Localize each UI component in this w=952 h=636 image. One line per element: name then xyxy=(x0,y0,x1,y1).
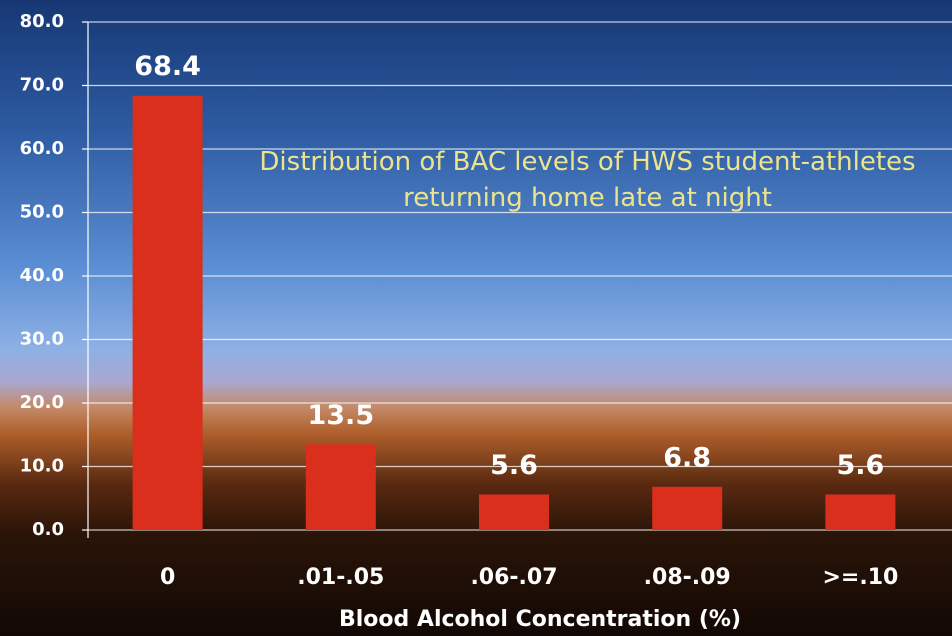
y-tick-label: 40.0 xyxy=(20,265,64,286)
x-tick-label: >=.10 xyxy=(822,565,898,590)
y-tick-label: 50.0 xyxy=(20,202,64,223)
y-tick-label: 10.0 xyxy=(20,456,64,477)
bar xyxy=(305,444,376,530)
x-tick-label: .01-.05 xyxy=(297,565,384,590)
bar xyxy=(132,95,203,530)
bar xyxy=(825,494,896,530)
value-label: 5.6 xyxy=(836,450,884,481)
x-tick-label: .06-.07 xyxy=(470,565,557,590)
y-tick-label: 80.0 xyxy=(20,11,64,32)
value-label: 6.8 xyxy=(663,442,711,473)
y-tick-label: 0.0 xyxy=(32,519,64,540)
y-tick-label: 20.0 xyxy=(20,392,64,413)
chart-title: Distribution of BAC levels of HWS studen… xyxy=(259,147,916,213)
x-tick-label: .08-.09 xyxy=(644,565,731,590)
value-label: 68.4 xyxy=(134,51,201,82)
y-tick-label: 60.0 xyxy=(20,138,64,159)
bar xyxy=(652,486,723,530)
value-label: 5.6 xyxy=(490,450,538,481)
x-axis-label: Blood Alcohol Concentration (%) xyxy=(339,607,741,632)
bar xyxy=(479,494,549,530)
y-tick-label: 70.0 xyxy=(20,75,64,96)
value-label: 13.5 xyxy=(307,400,374,431)
y-tick-label: 30.0 xyxy=(20,329,64,350)
x-tick-label: 0 xyxy=(160,565,175,590)
